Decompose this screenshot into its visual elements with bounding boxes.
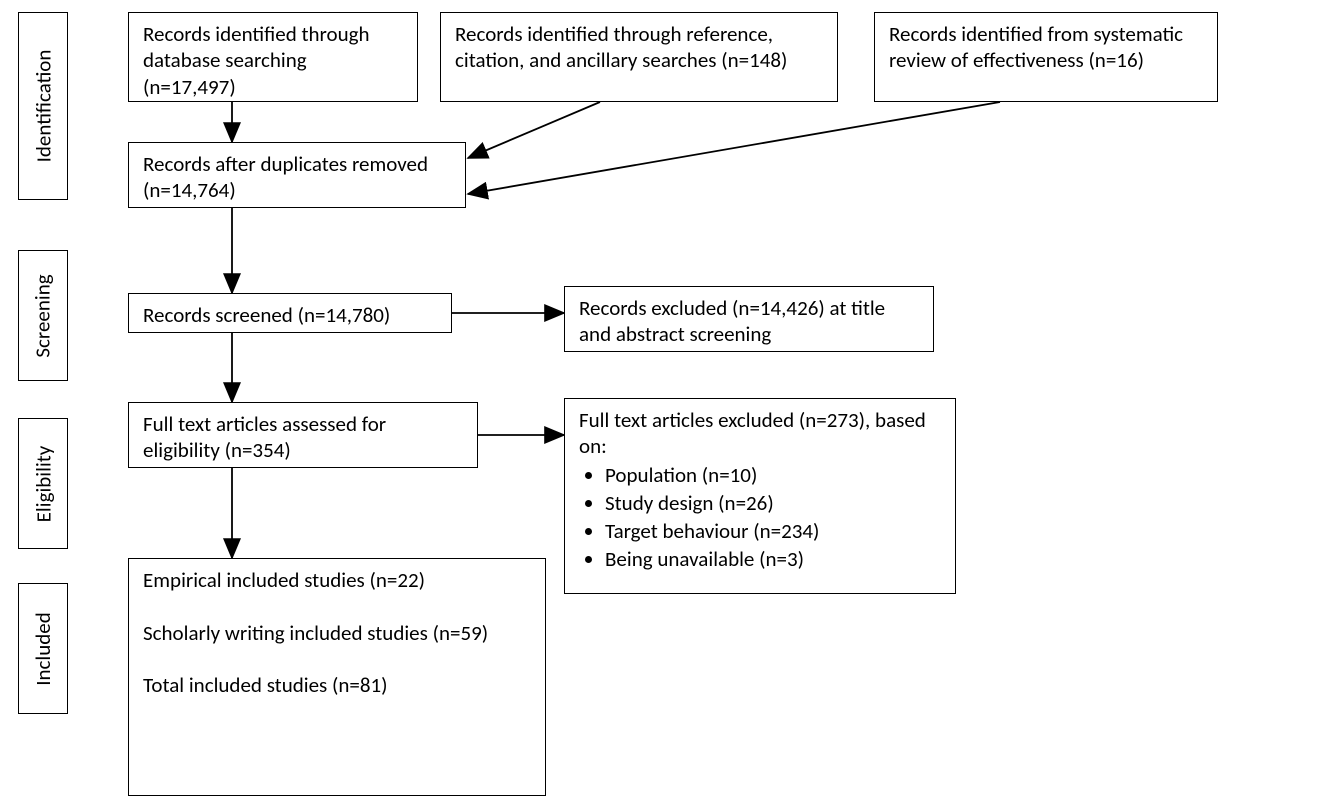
n-included: Empirical included studies (n=22) Schola… xyxy=(128,558,546,796)
n-included-line-1 xyxy=(143,593,531,619)
n-db: Records identified through database sear… xyxy=(128,12,418,102)
stage-identification: Identification xyxy=(18,12,68,200)
n-included-line-3 xyxy=(143,646,531,672)
stage-eligibility-label: Eligibility xyxy=(30,445,56,522)
edge-n-sysrev-to-n-dedup xyxy=(468,102,1000,194)
stage-screening-label: Screening xyxy=(30,274,56,357)
stage-included-label: Included xyxy=(30,612,56,686)
n-excl2-bullet-2: Target behaviour (n=234) xyxy=(605,518,941,544)
n-excl2-bullet-0: Population (n=10) xyxy=(605,462,941,488)
n-excl1: Records excluded (n=14,426) at title and… xyxy=(564,286,934,352)
n-ref-text: Records identified through reference, ci… xyxy=(455,21,823,74)
flowchart-canvas: Identification Screening Eligibility Includ… xyxy=(0,0,1317,811)
stage-screening: Screening xyxy=(18,250,68,381)
stage-identification-label: Identification xyxy=(30,50,56,163)
n-sysrev-text: Records identified from systematic revie… xyxy=(889,21,1203,74)
n-excl2-bullet-3: Being unavailable (n=3) xyxy=(605,546,941,572)
stage-eligibility: Eligibility xyxy=(18,418,68,549)
n-excl2-intro: Full text articles excluded (n=273), bas… xyxy=(579,407,941,460)
n-ref: Records identified through reference, ci… xyxy=(440,12,838,102)
n-screened: Records screened (n=14,780) xyxy=(128,293,452,333)
n-screened-text: Records screened (n=14,780) xyxy=(143,302,437,328)
n-db-text: Records identified through database sear… xyxy=(143,21,403,100)
n-included-line-4: Total included studies (n=81) xyxy=(143,672,531,698)
n-fulltext-text: Full text articles assessed for eligibil… xyxy=(143,411,463,464)
n-dedup: Records after duplicates removed (n=14,7… xyxy=(128,142,466,208)
n-included-line-2: Scholarly writing included studies (n=59… xyxy=(143,620,531,646)
n-excl2-bullet-1: Study design (n=26) xyxy=(605,490,941,516)
n-fulltext: Full text articles assessed for eligibil… xyxy=(128,402,478,468)
n-excl2: Full text articles excluded (n=273), bas… xyxy=(564,398,956,594)
n-sysrev: Records identified from systematic revie… xyxy=(874,12,1218,102)
n-excl1-text: Records excluded (n=14,426) at title and… xyxy=(579,295,919,348)
n-dedup-text: Records after duplicates removed (n=14,7… xyxy=(143,151,451,204)
n-excl2-bullets: Population (n=10)Study design (n=26)Targ… xyxy=(579,462,941,575)
n-included-line-0: Empirical included studies (n=22) xyxy=(143,567,531,593)
edge-n-ref-to-n-dedup xyxy=(468,102,600,158)
stage-included: Included xyxy=(18,583,68,714)
